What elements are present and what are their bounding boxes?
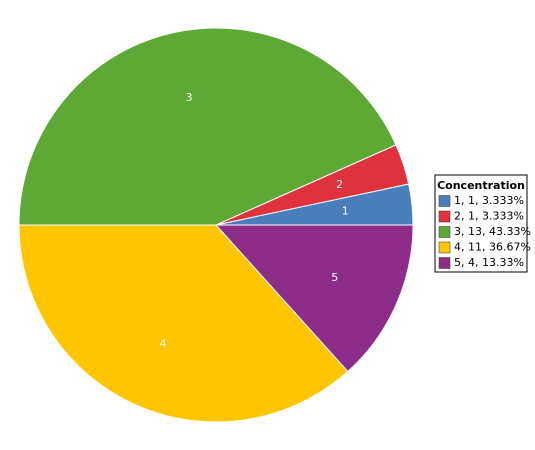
slice-label: 5 xyxy=(331,271,338,284)
slice-label: 4 xyxy=(160,337,167,350)
pie-slice xyxy=(214,224,414,373)
legend-swatch xyxy=(438,195,451,207)
slice-label: 2 xyxy=(336,178,343,191)
legend-label: 3, 13, 43.33% xyxy=(454,225,531,238)
legend-box xyxy=(434,174,528,273)
slice-label: 1 xyxy=(342,204,349,217)
legend-title: Concentration xyxy=(437,179,525,192)
legend-swatch xyxy=(438,241,451,254)
slice-label: 3 xyxy=(185,91,192,104)
pie-slice xyxy=(18,224,349,423)
pie-slice xyxy=(18,27,397,226)
legend-swatch xyxy=(438,226,451,238)
legend-label: 2, 1, 3.333% xyxy=(454,210,524,223)
legend-swatch xyxy=(438,257,451,269)
legend-label: 4, 11, 36.67% xyxy=(454,241,531,254)
legend-label: 5, 4, 13.33% xyxy=(454,256,524,269)
legend-label: 1, 1, 3.333% xyxy=(454,194,524,207)
legend-swatch xyxy=(438,210,451,223)
